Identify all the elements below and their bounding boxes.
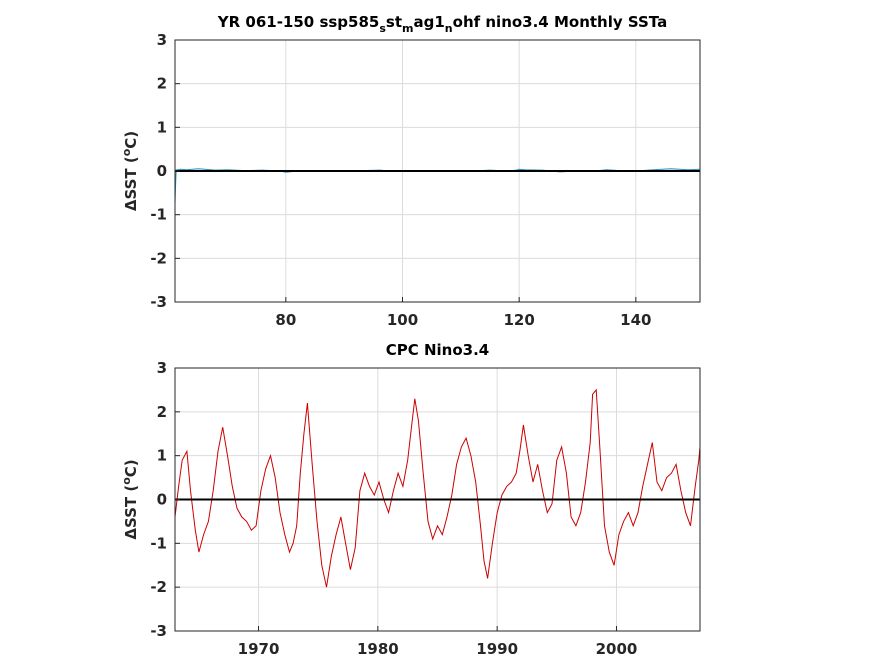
y-tick-label: -3 [150,293,167,311]
x-tick-label: 120 [504,311,535,329]
y-tick-label: -1 [150,206,167,224]
y-tick-label: 2 [157,75,167,93]
series-line-0 [174,388,701,588]
y-tick-label: 3 [157,31,167,49]
tick-labels: 1970 1980 1990 2000 -3 -2 -1 0 1 2 3 [150,359,637,656]
chart-top-monthly-ssta: 80 100 120 140 -3 -2 -1 0 1 2 3 YR 061-150 ssp585s… [120,13,701,329]
x-tick-label: 100 [387,311,418,329]
data-layer [174,388,701,588]
y-tick-label: 3 [157,359,167,377]
y-axis-label: ΔSST (oC) [120,459,140,539]
y-tick-label: 0 [157,491,167,509]
data-layer [174,168,701,204]
x-tick-label: 140 [620,311,651,329]
y-axis-label: ΔSST (oC) [120,131,140,211]
x-tick-label: 1980 [357,640,399,656]
y-tick-label: 0 [157,162,167,180]
x-tick-label: 1970 [238,640,280,656]
x-tick-label: 80 [275,311,296,329]
y-tick-label: 1 [157,118,167,136]
y-tick-label: 1 [157,447,167,465]
y-tick-label: -3 [150,622,167,640]
y-tick-label: -2 [150,578,167,596]
y-tick-label: -2 [150,249,167,267]
chart-title: YR 061-150 ssp585sstmag1nohf nino3.4 Mon… [217,13,667,35]
chart-bottom-cpc-nino34: 1970 1980 1990 2000 -3 -2 -1 0 1 2 3 CPC Nino3.4 Δ… [120,341,701,656]
y-tick-label: 2 [157,403,167,421]
x-tick-label: 1990 [476,640,518,656]
y-tick-label: -1 [150,534,167,552]
x-tick-label: 2000 [596,640,638,656]
chart-title: CPC Nino3.4 [386,341,489,359]
tick-labels: 80 100 120 140 -3 -2 -1 0 1 2 3 [150,31,651,329]
